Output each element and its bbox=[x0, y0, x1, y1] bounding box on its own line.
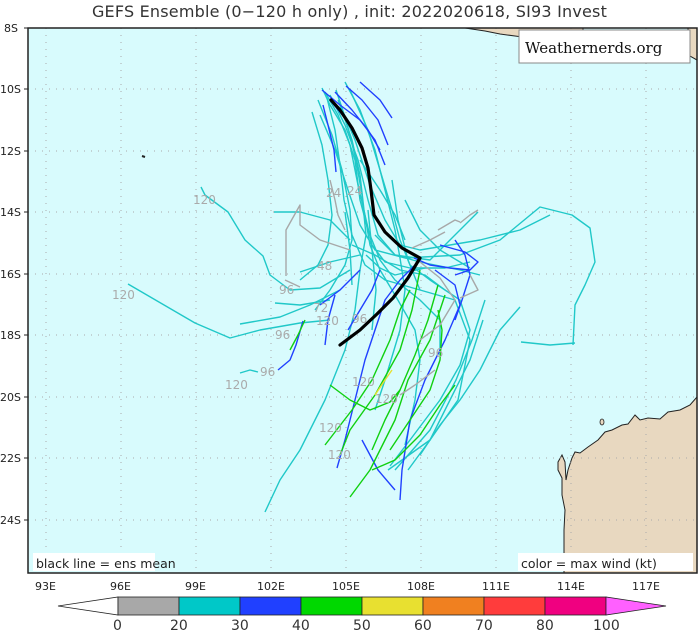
forecast-hour-labels: 120 120 96 96 120 96 48 72 120 96 24 24 … bbox=[112, 184, 443, 462]
svg-text:96: 96 bbox=[260, 365, 275, 379]
svg-text:96: 96 bbox=[279, 283, 294, 297]
svg-text:120: 120 bbox=[352, 375, 375, 389]
svg-text:50: 50 bbox=[353, 618, 371, 632]
svg-text:96: 96 bbox=[275, 328, 290, 342]
svg-text:120: 120 bbox=[225, 378, 248, 392]
svg-text:60: 60 bbox=[414, 618, 432, 632]
svg-text:120: 120 bbox=[375, 392, 398, 406]
svg-text:96: 96 bbox=[428, 346, 443, 360]
wind-colorbar bbox=[57, 596, 667, 616]
svg-text:Weathernerds.org: Weathernerds.org bbox=[525, 39, 663, 57]
svg-text:12S: 12S bbox=[0, 145, 21, 158]
watermark: Weathernerds.org bbox=[518, 29, 691, 64]
svg-text:72: 72 bbox=[313, 301, 328, 315]
svg-text:120: 120 bbox=[193, 193, 216, 207]
chart-title: GEFS Ensemble (0−120 h only) , init: 202… bbox=[91, 2, 608, 21]
svg-text:99E: 99E bbox=[185, 580, 206, 593]
svg-text:16S: 16S bbox=[0, 268, 21, 281]
svg-text:10S: 10S bbox=[0, 83, 21, 96]
note-ens-mean: black line = ens mean bbox=[36, 556, 176, 571]
svg-text:100: 100 bbox=[593, 618, 620, 632]
svg-text:93E: 93E bbox=[35, 580, 56, 593]
ensemble-mean-track bbox=[329, 98, 422, 347]
svg-text:24: 24 bbox=[326, 186, 341, 200]
svg-text:80: 80 bbox=[536, 618, 554, 632]
svg-text:120: 120 bbox=[316, 314, 339, 328]
svg-text:102E: 102E bbox=[257, 580, 285, 593]
svg-text:22S: 22S bbox=[0, 452, 21, 465]
legend-notes: black line = ens mean color = max wind (… bbox=[33, 553, 693, 571]
svg-text:30: 30 bbox=[231, 618, 249, 632]
latitude-axis: 8S 10S 12S 14S 16S 18S 20S 22S 24S bbox=[0, 22, 28, 527]
svg-text:96E: 96E bbox=[110, 580, 131, 593]
australia-coastline bbox=[557, 396, 697, 573]
svg-text:8S: 8S bbox=[4, 22, 18, 35]
svg-text:120: 120 bbox=[328, 448, 351, 462]
plot-border bbox=[27, 27, 698, 574]
svg-text:111E: 111E bbox=[482, 580, 510, 593]
longitude-axis: 93E 96E 99E 102E 105E 108E 111E 114E 117… bbox=[35, 580, 660, 593]
svg-text:18S: 18S bbox=[0, 329, 21, 342]
svg-text:105E: 105E bbox=[332, 580, 360, 593]
svg-text:20S: 20S bbox=[0, 391, 21, 404]
note-color-wind: color = max wind (kt) bbox=[521, 556, 657, 571]
svg-text:114E: 114E bbox=[557, 580, 585, 593]
svg-text:120: 120 bbox=[112, 288, 135, 302]
svg-text:0: 0 bbox=[113, 618, 122, 632]
svg-text:20: 20 bbox=[170, 618, 188, 632]
svg-text:108E: 108E bbox=[407, 580, 435, 593]
svg-text:40: 40 bbox=[292, 618, 310, 632]
svg-text:24: 24 bbox=[347, 184, 362, 198]
colorbar-labels: 0 20 30 40 50 60 70 80 100 bbox=[113, 618, 620, 632]
svg-text:96: 96 bbox=[352, 312, 367, 326]
svg-text:48: 48 bbox=[317, 259, 332, 273]
svg-text:117E: 117E bbox=[632, 580, 660, 593]
svg-text:24S: 24S bbox=[0, 514, 21, 527]
svg-text:14S: 14S bbox=[0, 206, 21, 219]
svg-text:120: 120 bbox=[319, 421, 342, 435]
svg-text:70: 70 bbox=[475, 618, 493, 632]
